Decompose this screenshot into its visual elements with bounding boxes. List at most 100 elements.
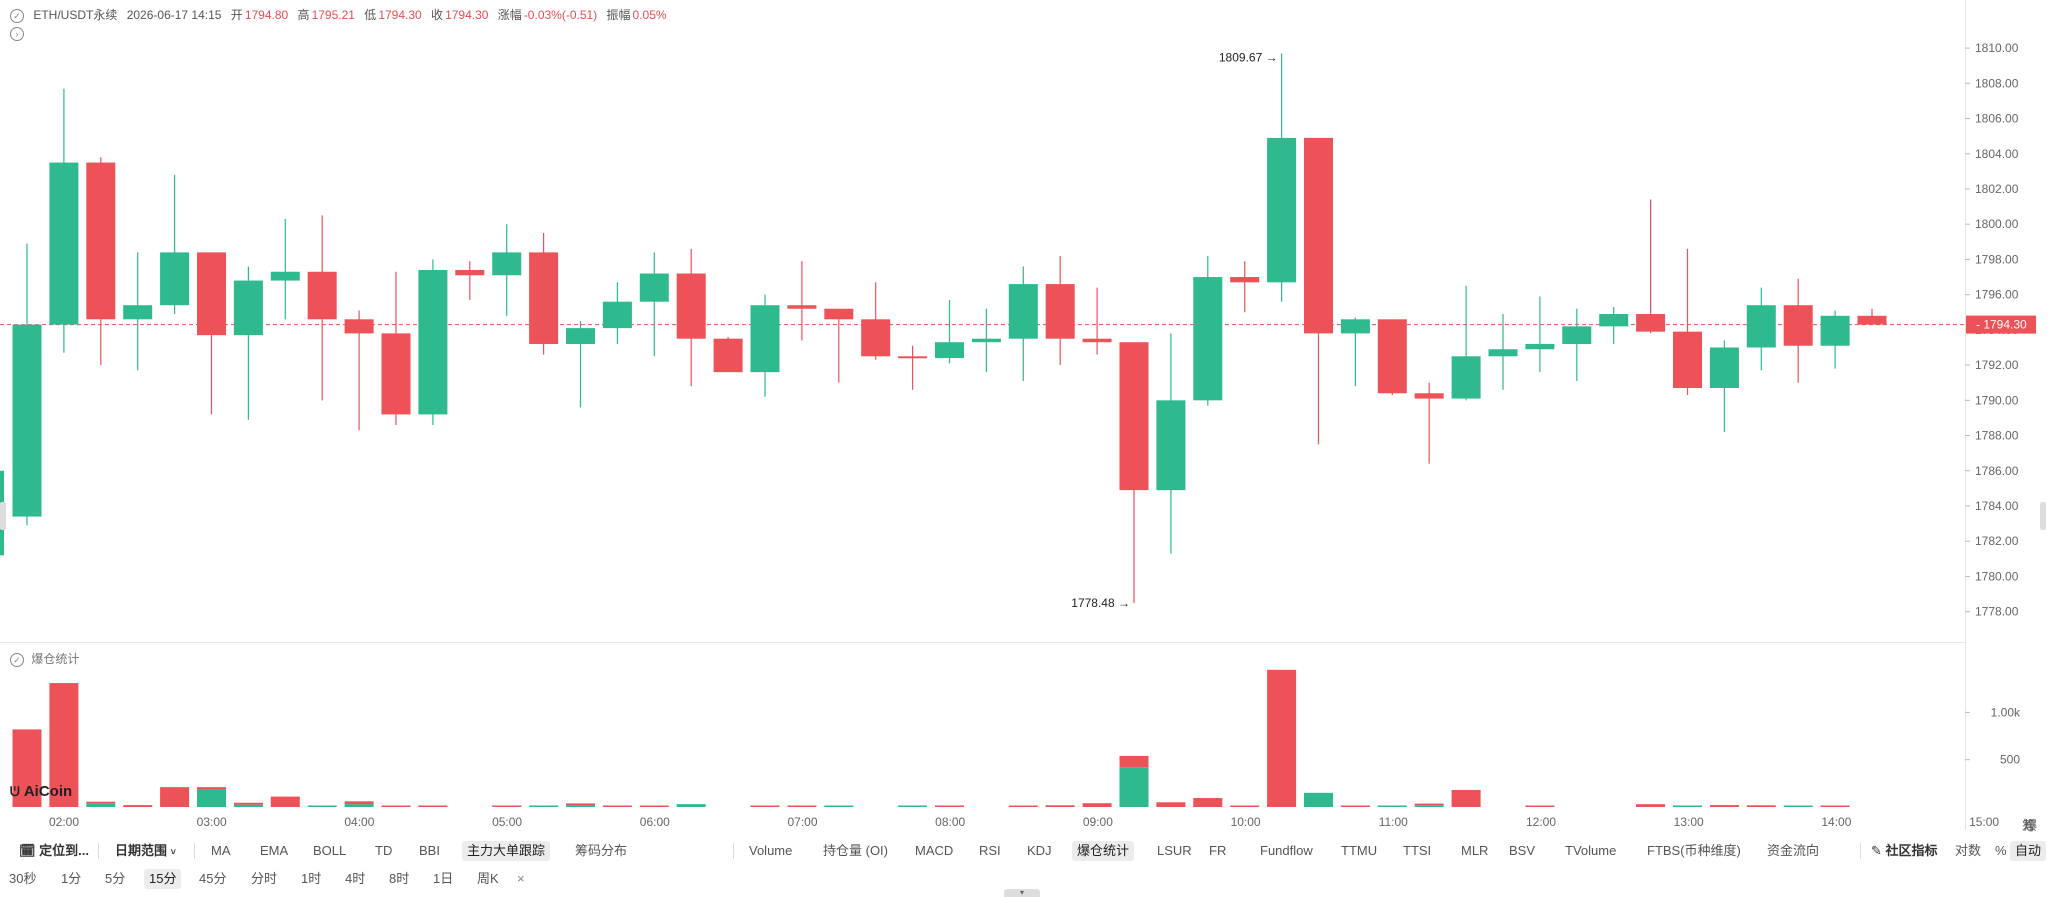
liq-bar-short <box>1783 805 1813 807</box>
close-icon[interactable]: × <box>517 871 525 886</box>
indicator-sub-1[interactable]: 持仓量 (OI) <box>823 843 888 858</box>
time-tick-label: 10:00 <box>1231 815 1261 829</box>
interval-4[interactable]: 45分 <box>199 871 227 886</box>
liq-bar-long <box>1193 798 1223 807</box>
candle-body <box>1119 342 1149 491</box>
price-tick-label: 1788.00 <box>1975 429 2019 443</box>
liq-bar-long <box>381 805 411 807</box>
liq-bar-long <box>1008 805 1038 807</box>
indicator-main-2[interactable]: BOLL <box>313 843 347 858</box>
indicator-toolbar: 🗓 定位到... 日期范围 ˅ ✎ 社区指标 对数 % 自动 MA EMA BOLL… <box>0 838 2048 864</box>
percent-toggle[interactable]: % <box>1995 843 2007 858</box>
liq-bar-long <box>123 805 153 807</box>
datetime-label: 2026-06-17 14:15 <box>126 8 222 22</box>
liq-bar-long <box>1045 805 1075 807</box>
interval-5[interactable]: 分时 <box>251 871 278 886</box>
liq-bar-long <box>750 805 780 807</box>
indicator-main-6[interactable]: 筹码分布 <box>575 843 628 858</box>
time-tick-label: 09:00 <box>1083 815 1113 829</box>
liq-bar-long <box>1082 803 1112 807</box>
ohlc-header: ✓ ETH/USDT永续 2026-06-17 14:15 开 1794.80 高… <box>10 6 673 23</box>
interval-6[interactable]: 1时 <box>301 871 322 886</box>
indicator-main-0[interactable]: MA <box>211 843 231 858</box>
date-range-button[interactable]: 日期范围 ˅ <box>110 841 181 861</box>
candle-body <box>787 305 817 309</box>
edit-icon: ✎ <box>1871 843 1882 858</box>
candle-body <box>639 273 669 302</box>
community-indicators-button[interactable]: ✎ 社区指标 <box>1866 841 1943 861</box>
interval-3[interactable]: 15分 <box>144 869 182 889</box>
date-range-label: 日期范围 <box>115 843 168 858</box>
low-value: 1794.30 <box>378 8 422 22</box>
log-toggle[interactable]: 对数 <box>1955 843 1982 858</box>
liq-tag[interactable]: 爆 <box>2024 818 2038 833</box>
liq-bar-long <box>1156 802 1186 807</box>
indicator-sub-3[interactable]: RSI <box>979 843 1001 858</box>
interval-toolbar: 30秒 1分 5分 15分 45分 分时 1时 4时 8时 1日 周K × <box>0 866 2048 892</box>
indicator-main-3[interactable]: TD <box>375 843 393 858</box>
liq-bar-long <box>1119 755 1149 768</box>
chip-tag[interactable]: 筹 <box>2022 818 2036 833</box>
liq-tick-label: 1.00k <box>1991 705 2021 719</box>
liq-bar-long <box>1414 803 1444 806</box>
indicator-sub-6[interactable]: LSUR <box>1157 843 1192 858</box>
indicator-sub-2[interactable]: MACD <box>915 843 954 858</box>
liq-bar-short <box>1119 767 1149 807</box>
liquidation-bars <box>12 669 1850 807</box>
interval-1[interactable]: 1分 <box>61 871 82 886</box>
expand-indicators[interactable]: › <box>10 25 28 43</box>
collapse-icon[interactable]: ✓ <box>10 652 24 667</box>
indicator-sub-12[interactable]: BSV <box>1509 843 1536 858</box>
right-edge-handle[interactable] <box>2040 502 2046 530</box>
change-label: 涨幅 <box>497 8 522 22</box>
interval-10[interactable]: 周K <box>477 871 499 886</box>
liq-bar-short <box>1414 805 1444 807</box>
locate-button[interactable]: 🗓 定位到... <box>14 841 94 861</box>
left-edge-handle[interactable] <box>0 502 6 530</box>
time-tick-label: 12:00 <box>1526 815 1556 829</box>
calendar-icon: 🗓 <box>19 843 36 858</box>
chevron-down-icon[interactable]: ▾ <box>1004 889 1040 897</box>
liq-bar-long <box>1636 804 1666 807</box>
indicator-sub-9[interactable]: TTMU <box>1341 843 1378 858</box>
liq-bar-long <box>49 683 79 807</box>
indicator-sub-4[interactable]: KDJ <box>1027 843 1052 858</box>
liq-bar-long <box>197 787 226 790</box>
liq-bar-long <box>639 805 669 807</box>
auto-toggle[interactable]: 自动 <box>2010 841 2047 861</box>
high-label: 高 <box>297 8 310 22</box>
indicator-main-4[interactable]: BBI <box>419 843 440 858</box>
interval-2[interactable]: 5分 <box>105 871 126 886</box>
liq-bar-short <box>529 805 559 807</box>
candle-body <box>197 252 226 336</box>
indicator-sub-10[interactable]: TTSI <box>1403 843 1432 858</box>
liq-bar-long <box>1746 805 1776 807</box>
divider <box>194 843 195 859</box>
indicator-main-1[interactable]: EMA <box>260 843 289 858</box>
divider <box>98 843 99 859</box>
liq-bar-long <box>602 805 632 807</box>
indicator-sub-5[interactable]: 爆仓统计 <box>1072 841 1135 861</box>
indicator-sub-13[interactable]: TVolume <box>1565 843 1617 858</box>
indicator-sub-8[interactable]: Fundflow <box>1260 843 1313 858</box>
symbol-label: ETH/USDT永续 <box>33 8 118 22</box>
candle-body <box>123 305 153 320</box>
indicator-sub-7[interactable]: FR <box>1209 843 1227 858</box>
interval-9[interactable]: 1日 <box>433 871 454 886</box>
indicator-sub-11[interactable]: MLR <box>1461 843 1489 858</box>
liquidation-axis: 1.00k 500 <box>1965 705 2021 767</box>
candle-body <box>1488 349 1518 357</box>
indicator-sub-15[interactable]: 资金流向 <box>1767 843 1820 858</box>
interval-7[interactable]: 4时 <box>345 871 366 886</box>
indicator-main-5[interactable]: 主力大单跟踪 <box>462 841 551 861</box>
indicator-sub-14[interactable]: FTBS(币种维度) <box>1647 843 1741 858</box>
candle-body <box>344 319 374 334</box>
interval-0[interactable]: 30秒 <box>9 871 37 886</box>
price-tick-label: 1800.00 <box>1975 217 2019 231</box>
indicator-sub-0[interactable]: Volume <box>749 843 793 858</box>
interval-8[interactable]: 8时 <box>389 871 410 886</box>
time-tick-label: 15:00 <box>1969 815 1999 829</box>
collapse-icon[interactable]: ✓ <box>10 8 24 23</box>
liq-bar-long <box>233 802 263 805</box>
chart-area[interactable]: 1810.00 1808.00 1806.00 1804.00 1802.00 1800.… <box>0 0 2048 830</box>
